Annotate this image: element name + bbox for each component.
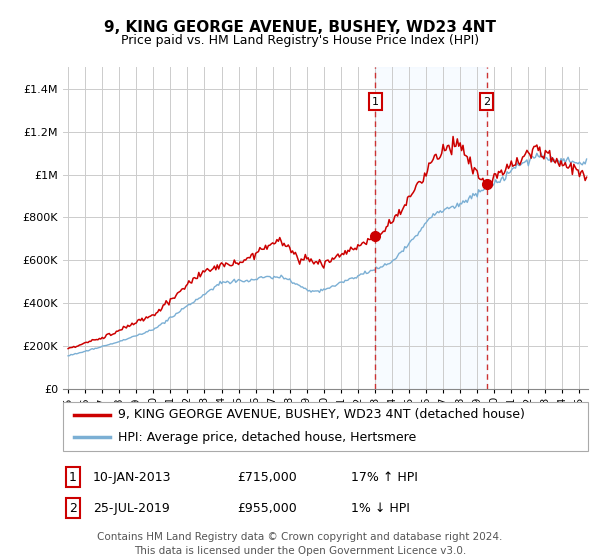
Text: Contains HM Land Registry data © Crown copyright and database right 2024.
This d: Contains HM Land Registry data © Crown c… (97, 533, 503, 556)
Text: 1: 1 (69, 470, 77, 484)
Text: 25-JUL-2019: 25-JUL-2019 (93, 502, 170, 515)
Bar (376, 67, 487, 389)
Text: 2: 2 (69, 502, 77, 515)
Text: 1: 1 (372, 96, 379, 106)
Text: 10-JAN-2013: 10-JAN-2013 (93, 470, 172, 484)
Text: £715,000: £715,000 (237, 470, 297, 484)
Text: HPI: Average price, detached house, Hertsmere: HPI: Average price, detached house, Hert… (118, 431, 416, 444)
Text: 2: 2 (483, 96, 490, 106)
Text: Price paid vs. HM Land Registry's House Price Index (HPI): Price paid vs. HM Land Registry's House … (121, 34, 479, 46)
Text: £955,000: £955,000 (237, 502, 297, 515)
FancyBboxPatch shape (63, 402, 588, 451)
Text: 9, KING GEORGE AVENUE, BUSHEY, WD23 4NT (detached house): 9, KING GEORGE AVENUE, BUSHEY, WD23 4NT … (118, 408, 525, 421)
Text: 17% ↑ HPI: 17% ↑ HPI (351, 470, 418, 484)
Text: 1% ↓ HPI: 1% ↓ HPI (351, 502, 410, 515)
Text: 9, KING GEORGE AVENUE, BUSHEY, WD23 4NT: 9, KING GEORGE AVENUE, BUSHEY, WD23 4NT (104, 20, 496, 35)
